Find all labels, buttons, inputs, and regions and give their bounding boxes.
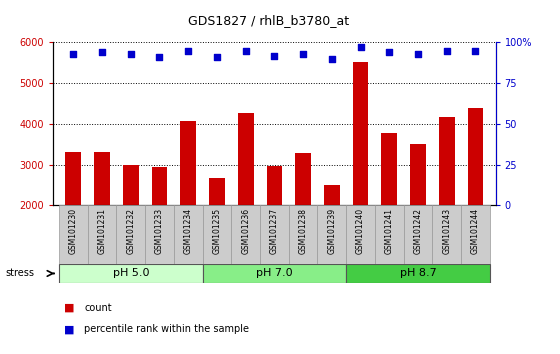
Point	[356, 45, 365, 50]
Point	[241, 48, 250, 53]
Text: GSM101242: GSM101242	[413, 208, 423, 254]
Bar	[346, 264, 490, 283]
Point	[298, 51, 307, 57]
Text: GSM101240: GSM101240	[356, 208, 365, 255]
Text: pH 5.0: pH 5.0	[113, 268, 149, 279]
Bar	[174, 205, 203, 264]
Bar	[203, 264, 346, 283]
Text: GSM101236: GSM101236	[241, 208, 250, 255]
Text: count: count	[84, 303, 111, 313]
Text: GSM101234: GSM101234	[184, 208, 193, 255]
Bar	[238, 113, 254, 205]
Bar	[295, 153, 311, 205]
Bar	[346, 205, 375, 264]
Point	[442, 48, 451, 53]
Bar	[88, 205, 116, 264]
Bar	[145, 205, 174, 264]
Bar	[461, 205, 490, 264]
Bar	[439, 116, 455, 205]
Text: GSM101237: GSM101237	[270, 208, 279, 255]
Text: ■: ■	[64, 303, 75, 313]
Point	[328, 56, 337, 62]
Bar	[353, 62, 368, 205]
Text: GSM101231: GSM101231	[97, 208, 106, 254]
Bar	[318, 205, 346, 264]
Bar	[59, 264, 203, 283]
Bar	[231, 205, 260, 264]
Point	[184, 48, 193, 53]
Text: GSM101235: GSM101235	[212, 208, 221, 255]
Text: GDS1827 / rhlB_b3780_at: GDS1827 / rhlB_b3780_at	[188, 14, 349, 27]
Bar	[116, 205, 145, 264]
Text: GSM101238: GSM101238	[298, 208, 307, 254]
Text: GSM101230: GSM101230	[69, 208, 78, 255]
Point	[127, 51, 136, 57]
Point	[69, 51, 78, 57]
Bar	[267, 166, 282, 205]
Bar	[324, 185, 340, 205]
Point	[212, 54, 221, 60]
Point	[97, 50, 106, 55]
Text: GSM101239: GSM101239	[328, 208, 337, 255]
Text: GSM101243: GSM101243	[442, 208, 451, 255]
Bar	[123, 165, 139, 205]
Bar	[94, 152, 110, 205]
Point	[413, 51, 422, 57]
Bar	[59, 205, 88, 264]
Bar	[410, 144, 426, 205]
Bar	[375, 205, 404, 264]
Text: GSM101233: GSM101233	[155, 208, 164, 255]
Bar	[289, 205, 318, 264]
Bar	[209, 178, 225, 205]
Text: percentile rank within the sample: percentile rank within the sample	[84, 324, 249, 334]
Bar	[381, 133, 397, 205]
Bar	[432, 205, 461, 264]
Text: pH 7.0: pH 7.0	[256, 268, 293, 279]
Bar	[180, 121, 196, 205]
Text: GSM101241: GSM101241	[385, 208, 394, 254]
Bar	[260, 205, 289, 264]
Text: GSM101232: GSM101232	[126, 208, 136, 254]
Point	[385, 50, 394, 55]
Bar	[66, 152, 81, 205]
Bar	[468, 108, 483, 205]
Bar	[152, 167, 167, 205]
Text: GSM101244: GSM101244	[471, 208, 480, 255]
Point	[270, 53, 279, 58]
Bar	[203, 205, 231, 264]
Text: stress: stress	[6, 268, 35, 279]
Text: pH 8.7: pH 8.7	[400, 268, 436, 279]
Text: ■: ■	[64, 324, 75, 334]
Point	[471, 48, 480, 53]
Point	[155, 54, 164, 60]
Bar	[404, 205, 432, 264]
